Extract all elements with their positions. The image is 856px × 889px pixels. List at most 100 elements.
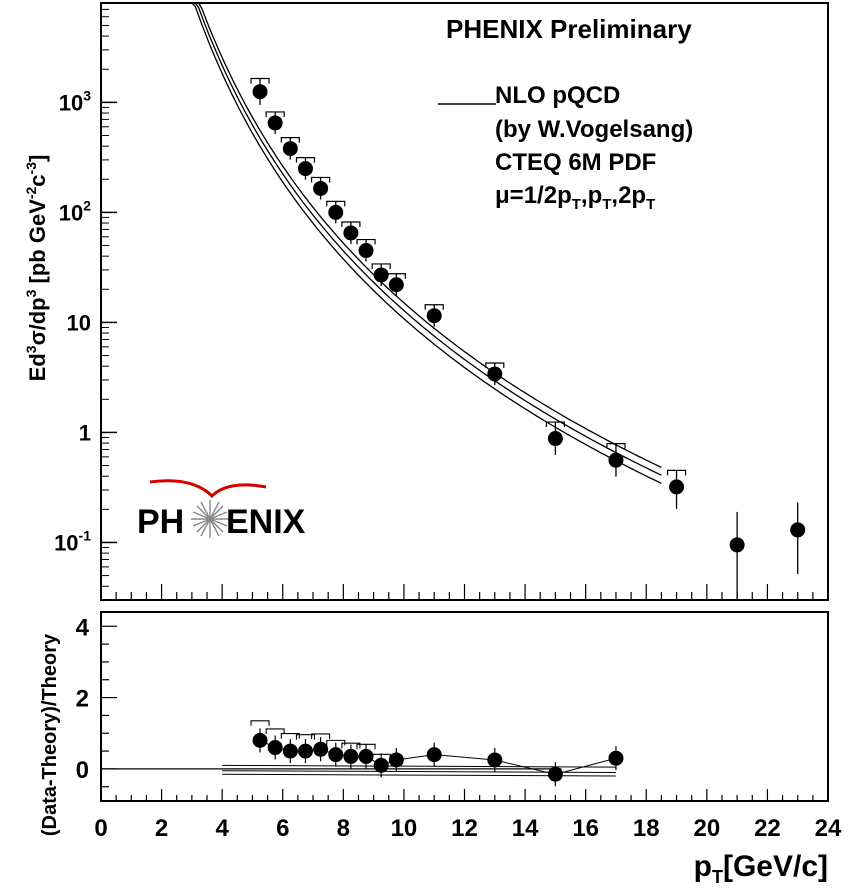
top-syst-bracket (371, 263, 391, 269)
x-tick-label: 4 (215, 815, 229, 842)
ratio-syst-bracket (280, 733, 300, 739)
x-tick-label: 10 (391, 815, 418, 842)
top-data-point (426, 308, 442, 324)
x-tick-label: 8 (337, 815, 350, 842)
ratio-data-point (282, 743, 298, 759)
theory-curve-2 (194, 2, 662, 476)
top-data-point (252, 84, 268, 100)
chart-title: PHENIX Preliminary (446, 14, 692, 44)
top-syst-bracket (485, 362, 505, 368)
x-axis-label: pT[GeV/c] (694, 850, 828, 887)
top-syst-bracket (424, 304, 444, 310)
top-data-point (297, 161, 313, 177)
top-data-point (373, 267, 389, 283)
legend-sub-3: T (646, 196, 655, 213)
ratio-syst-bracket (341, 742, 361, 749)
theory-band-line (222, 764, 616, 768)
top-data-point (669, 479, 685, 495)
bottom-panel-frame (100, 611, 829, 802)
legend-line-4: μ=1/2pT,pT,2pT (495, 182, 655, 213)
top-data-point (608, 452, 624, 468)
top-data-point (313, 180, 329, 196)
top-syst-bracket (386, 273, 406, 279)
x-tick-label: 22 (754, 815, 781, 842)
ratio-data-point (388, 752, 404, 768)
ratio-data-point (343, 748, 359, 764)
bottom-plot-layer (101, 720, 624, 787)
top-syst-bracket (250, 77, 270, 84)
legend-line-2: (by W.Vogelsang) (495, 116, 693, 143)
legend-line-1: NLO pQCD (495, 82, 620, 109)
ratio-data-point (267, 740, 283, 756)
ratio-data-point (328, 747, 344, 763)
theory-curve-3 (191, 2, 662, 484)
x-tick-label: 2 (155, 815, 168, 842)
legend-line-3: CTEQ 6M PDF (495, 149, 656, 176)
top-plot-layer (191, 2, 806, 600)
bottom-y-tick-label: 4 (76, 614, 90, 641)
ratio-syst-bracket (311, 733, 331, 739)
ratio-syst-bracket (250, 720, 270, 726)
top-syst-bracket (311, 176, 331, 183)
ratio-data-point (608, 750, 624, 766)
bottom-y-tick-label: 2 (76, 686, 89, 713)
ratio-data-point (252, 732, 268, 748)
legend-sub-1: T (572, 196, 581, 213)
legend-mu-text: μ=1/2p (495, 182, 572, 209)
top-data-point (388, 277, 404, 293)
top-syst-bracket (341, 221, 361, 227)
top-data-point (328, 204, 344, 220)
ratio-data-point (358, 748, 374, 764)
ratio-syst-bracket (295, 734, 316, 740)
top-y-tick-label: 1 (79, 420, 91, 445)
top-syst-bracket (280, 136, 300, 143)
ratio-data-point (373, 757, 389, 773)
svg-text:PH: PH (137, 503, 184, 541)
ratio-syst-bracket (265, 728, 285, 734)
top-y-tick-label: 103 (59, 87, 91, 115)
ratio-data-point (487, 752, 503, 768)
ratio-data-point (426, 747, 442, 763)
ratio-data-point (297, 743, 313, 759)
legend-text-c: ,2p (611, 182, 646, 209)
x-tick-label: 0 (94, 815, 107, 842)
x-tick-label: 24 (815, 815, 842, 842)
top-syst-bracket (356, 238, 376, 245)
legend-text-b: ,p (581, 182, 602, 209)
top-syst-bracket (545, 421, 565, 428)
top-data-point (547, 431, 563, 447)
top-y-tick-label: 10-1 (54, 527, 91, 555)
x-tick-label: 6 (276, 815, 289, 842)
top-data-point (282, 141, 298, 157)
top-data-point (358, 243, 374, 259)
ratio-data-point (313, 741, 329, 757)
svg-text:ENIX: ENIX (226, 503, 306, 541)
top-syst-bracket (606, 443, 626, 449)
top-syst-bracket (666, 469, 687, 476)
ratio-data-point (547, 766, 563, 782)
top-y-tick-label: 10 (67, 310, 91, 335)
bottom-y-axis-label: (Data-Theory)/Theory (39, 633, 61, 836)
top-syst-bracket (265, 111, 285, 117)
top-data-point (790, 522, 806, 538)
top-syst-bracket (326, 200, 346, 207)
top-syst-bracket (295, 157, 316, 163)
theory-curve-1 (198, 2, 662, 468)
top-data-point (343, 225, 359, 241)
top-data-point (487, 366, 503, 382)
top-y-axis-label: Ed3σ/dp3 [pb GeV-2c-3] (23, 155, 50, 382)
legend-sub-2: T (602, 196, 611, 213)
top-y-tick-label: 102 (59, 197, 91, 225)
x-tick-label: 18 (633, 815, 660, 842)
x-tick-label: 14 (512, 815, 539, 842)
top-data-point (267, 115, 283, 131)
phenix-logo: PH ENIX (137, 479, 306, 541)
bottom-y-tick-label: 0 (76, 757, 89, 784)
x-tick-label: 20 (693, 815, 720, 842)
x-tick-label: 12 (451, 815, 478, 842)
ratio-syst-bracket (356, 743, 376, 750)
top-data-point (729, 537, 745, 553)
x-tick-label: 16 (572, 815, 599, 842)
